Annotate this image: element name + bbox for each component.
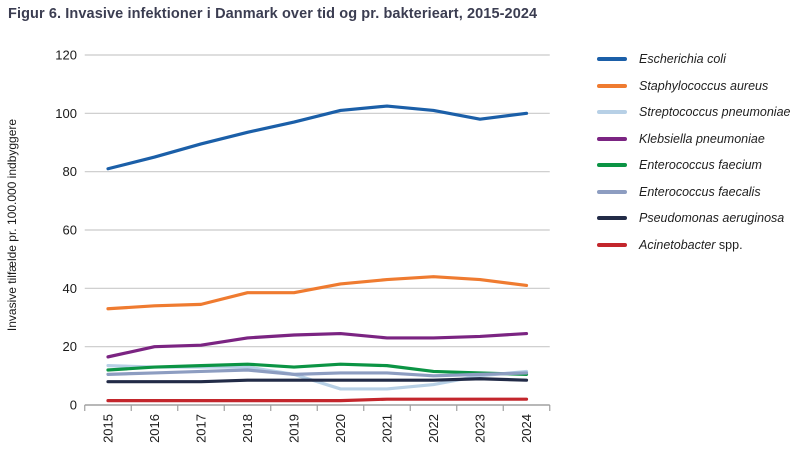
legend-swatch: [597, 110, 627, 115]
y-tick-label: 60: [63, 223, 77, 238]
y-tick-label: 80: [63, 164, 77, 179]
x-tick-label: 2016: [147, 414, 162, 443]
x-tick-label: 2023: [473, 414, 488, 443]
x-tick-label: 2024: [519, 414, 534, 443]
x-tick-label: 2017: [194, 414, 209, 443]
legend-item: Enterococcus faecalis: [597, 179, 800, 206]
legend-label-suffix: spp.: [715, 237, 743, 252]
x-tick-label: 2022: [426, 414, 441, 443]
y-tick-label: 100: [55, 106, 77, 121]
legend-item: Klebsiella pneumoniae: [597, 126, 800, 153]
legend-swatch: [597, 216, 627, 221]
series-line-streptococcus-pneumoniae: [106, 364, 529, 391]
legend-item: Escherichia coli: [597, 46, 800, 73]
y-tick-label: 0: [70, 398, 77, 413]
chart-legend: Escherichia coli Staphylococcus aureus Str…: [597, 46, 800, 258]
legend-label: Enterococcus faecium: [639, 158, 762, 173]
series-line-pseudomonas-aeruginosa: [106, 377, 529, 384]
legend-label: Acinetobacter spp.: [639, 237, 743, 252]
legend-swatch: [597, 163, 627, 168]
legend-swatch: [597, 136, 627, 141]
legend-label: Escherichia coli: [639, 52, 726, 67]
series-line-acinetobacter: [106, 397, 529, 403]
legend-item: Staphylococcus aureus: [597, 73, 800, 100]
legend-label: Enterococcus faecalis: [639, 184, 761, 199]
legend-item: Acinetobacter spp.: [597, 232, 800, 259]
legend-label: Klebsiella pneumoniae: [639, 131, 765, 146]
y-tick-label: 40: [63, 281, 77, 296]
y-tick-label: 20: [63, 339, 77, 354]
figure-title: Figur 6. Invasive infektioner i Danmark …: [8, 6, 538, 22]
x-tick-label: 2019: [287, 414, 302, 443]
series-line-staphylococcus-aureus: [106, 275, 529, 311]
legend-item: Pseudomonas aeruginosa: [597, 205, 800, 232]
legend-swatch: [597, 189, 627, 194]
legend-item: Streptococcus pneumoniae: [597, 99, 800, 126]
series-line-enterococcus-faecalis: [106, 368, 529, 378]
x-tick-label: 2018: [240, 414, 255, 443]
legend-swatch: [597, 57, 627, 62]
series-line-klebsiella-pneumoniae: [106, 331, 529, 359]
legend-label: Pseudomonas aeruginosa: [639, 211, 785, 226]
legend-label: Staphylococcus aureus: [639, 78, 769, 93]
series-line-enterococcus-faecium: [106, 362, 529, 376]
legend-swatch: [597, 242, 627, 247]
legend-item: Enterococcus faecium: [597, 152, 800, 179]
legend-swatch: [597, 83, 627, 88]
x-tick-label: 2021: [380, 414, 395, 443]
legend-label: Streptococcus pneumoniae: [639, 105, 791, 120]
y-tick-label: 120: [55, 48, 77, 63]
x-tick-label: 2020: [333, 414, 348, 443]
series-line-escherichia-coli: [106, 104, 529, 171]
x-tick-label: 2015: [101, 414, 116, 443]
